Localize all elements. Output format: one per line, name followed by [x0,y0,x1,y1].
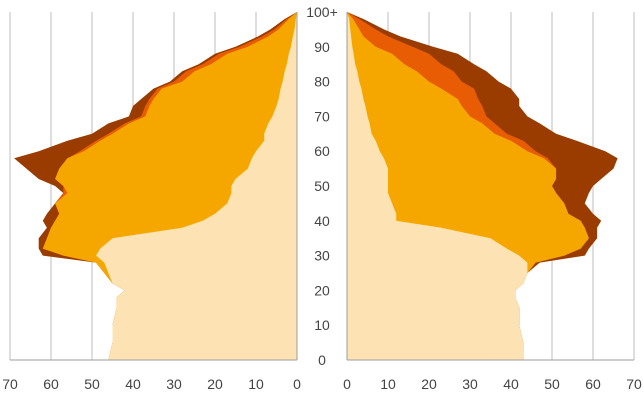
left-x-axis-labels: 70 60 50 40 30 20 10 0 [2,376,301,392]
age-tick-label-70: 70 [314,108,330,124]
left-x-tick-label-0: 0 [293,376,301,392]
right-x-tick-label-70: 70 [626,376,642,392]
left-x-tick-label-70: 70 [2,376,18,392]
right-x-tick-label-30: 30 [462,376,478,392]
age-tick-label-20: 20 [314,282,330,298]
age-tick-label-40: 40 [314,213,330,229]
axis-lines [10,12,634,361]
age-tick-label-30: 30 [314,248,330,264]
age-tick-label-10: 10 [314,317,330,333]
right-x-tick-label-40: 40 [503,376,519,392]
left-pyramid-areas [14,12,297,360]
right-x-tick-label-20: 20 [421,376,437,392]
right-x-tick-label-60: 60 [585,376,601,392]
left-x-tick-label-10: 10 [248,376,264,392]
left-x-tick-label-20: 20 [207,376,223,392]
right-series-area-1 [347,12,528,360]
right-pyramid-areas [347,12,618,360]
left-x-tick-label-40: 40 [125,376,141,392]
right-x-tick-label-0: 0 [343,376,351,392]
right-x-tick-label-50: 50 [544,376,560,392]
left-x-tick-label-60: 60 [43,376,59,392]
age-tick-label-50: 50 [314,178,330,194]
left-x-tick-label-30: 30 [166,376,182,392]
age-tick-label-100: 100+ [306,4,338,20]
age-tick-label-0: 0 [318,352,326,368]
age-tick-label-60: 60 [314,143,330,159]
age-axis-labels: 0 10 20 30 40 50 60 70 80 90 100+ [306,4,338,368]
age-tick-label-80: 80 [314,74,330,90]
left-series-area-1 [96,12,297,360]
age-tick-label-90: 90 [314,39,330,55]
right-x-tick-label-10: 10 [380,376,396,392]
right-x-axis-labels: 0 10 20 30 40 50 60 70 [343,376,642,392]
left-x-tick-label-50: 50 [84,376,100,392]
